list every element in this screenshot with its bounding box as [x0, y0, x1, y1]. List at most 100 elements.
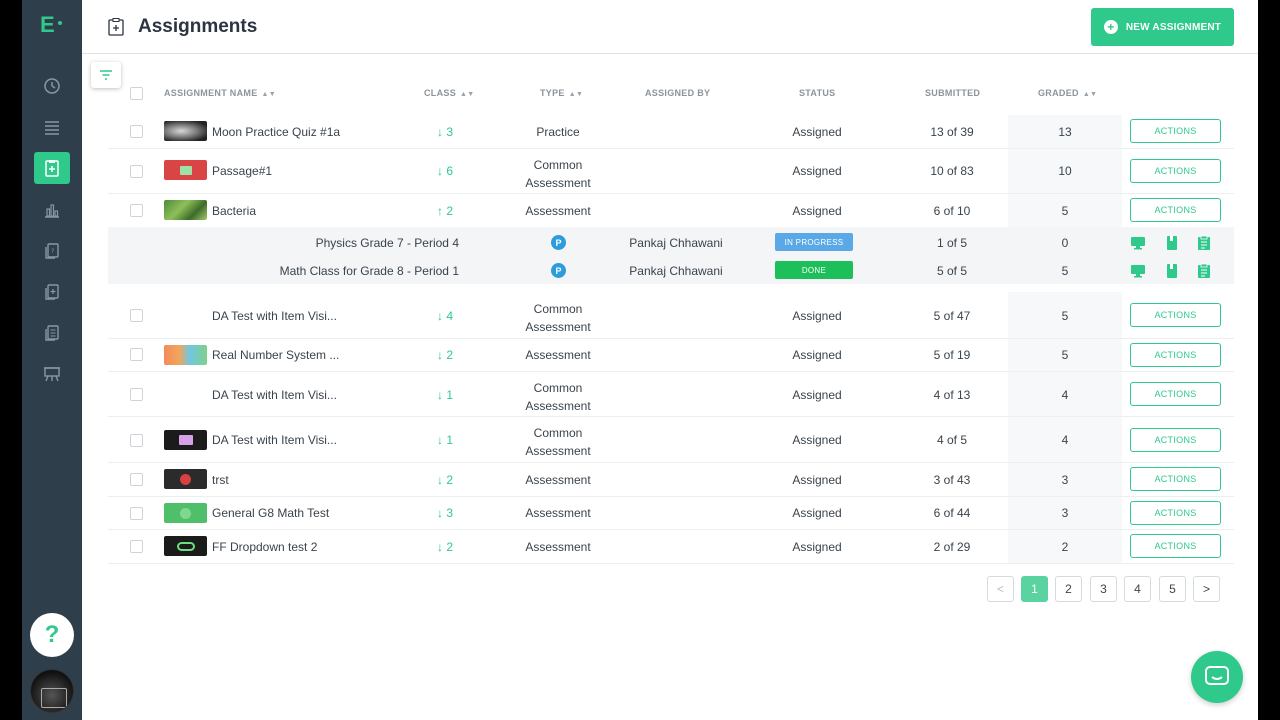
gradebook-icon[interactable] — [1164, 263, 1180, 279]
playlist-icon[interactable] — [34, 317, 70, 349]
new-assignment-button[interactable]: + NEW ASSIGNMENT — [1091, 8, 1234, 46]
next-page-button[interactable]: > — [1193, 576, 1220, 602]
user-avatar[interactable] — [30, 669, 74, 713]
assignment-type: Common Assessment — [525, 381, 591, 413]
assignment-name[interactable]: General G8 Math Test — [212, 506, 330, 520]
assignment-status: Assigned — [792, 348, 842, 362]
actions-button[interactable]: ACTIONS — [1130, 428, 1221, 452]
actions-button[interactable]: ACTIONS — [1130, 159, 1221, 183]
class-count[interactable]: ↓ 3 — [436, 506, 454, 520]
report-icon[interactable] — [1196, 263, 1212, 279]
monitor-icon[interactable] — [1130, 263, 1146, 279]
row-checkbox[interactable] — [130, 204, 143, 217]
submitted-count: 6 of 10 — [933, 204, 971, 218]
class-count[interactable]: ↓ 2 — [436, 540, 454, 554]
graded-count: 2 — [1061, 540, 1069, 554]
row-checkbox[interactable] — [130, 348, 143, 361]
assignment-type: Common Assessment — [525, 158, 591, 190]
assignment-status: Assigned — [792, 125, 842, 139]
class-count[interactable]: ↓ 4 — [436, 309, 454, 323]
filter-button[interactable] — [91, 62, 121, 88]
app-logo[interactable]: E — [40, 12, 62, 38]
page-button[interactable]: 1 — [1021, 576, 1048, 602]
sidebar: E ? ? — [22, 0, 82, 720]
chat-button[interactable] — [1191, 651, 1243, 703]
page-button[interactable]: 2 — [1055, 576, 1082, 602]
assigned-by: Pankaj Chhawani — [629, 236, 723, 250]
actions-button[interactable]: ACTIONS — [1130, 119, 1221, 143]
graded-count: 0 — [1061, 236, 1069, 250]
row-checkbox[interactable] — [130, 473, 143, 486]
plus-icon: + — [1103, 20, 1118, 34]
actions-button[interactable]: ACTIONS — [1130, 501, 1221, 525]
col-assignment-name[interactable]: ASSIGNMENT NAME ▲▼ — [164, 88, 276, 98]
gradebook-icon[interactable] — [1164, 235, 1180, 251]
actions-button[interactable]: ACTIONS — [1130, 198, 1221, 222]
list-icon[interactable] — [34, 111, 70, 143]
assignment-type: Assessment — [525, 506, 591, 520]
class-count[interactable]: ↑ 2 — [436, 204, 454, 218]
col-submitted: SUBMITTED — [925, 88, 981, 98]
class-count[interactable]: ↓ 2 — [436, 348, 454, 362]
assignment-status: Assigned — [792, 506, 842, 520]
graded-count: 3 — [1061, 473, 1069, 487]
book-thumbnail — [164, 430, 207, 450]
class-count[interactable]: ↓ 1 — [436, 433, 454, 447]
classes-icon[interactable] — [34, 358, 70, 390]
assignment-name[interactable]: Passage#1 — [212, 164, 273, 178]
actions-button[interactable]: ACTIONS — [1130, 534, 1221, 558]
row-checkbox[interactable] — [130, 125, 143, 138]
row-checkbox[interactable] — [130, 388, 143, 401]
page-button[interactable]: 5 — [1159, 576, 1186, 602]
assignment-type: Assessment — [525, 204, 591, 218]
dashboard-icon[interactable] — [34, 70, 70, 102]
page-button[interactable]: 4 — [1124, 576, 1151, 602]
prev-page-button[interactable]: < — [987, 576, 1014, 602]
class-count[interactable]: ↓ 3 — [436, 125, 454, 139]
submitted-count: 4 of 13 — [933, 388, 971, 402]
monitor-icon[interactable] — [1130, 235, 1146, 251]
row-checkbox[interactable] — [130, 434, 143, 447]
assignments-icon[interactable] — [34, 152, 70, 184]
actions-button[interactable]: ACTIONS — [1130, 382, 1221, 406]
assignment-name[interactable]: DA Test with Item Visi... — [212, 433, 337, 447]
row-checkbox[interactable] — [130, 507, 143, 520]
page-button[interactable]: 3 — [1090, 576, 1117, 602]
col-graded[interactable]: GRADED ▲▼ — [1038, 88, 1098, 98]
reports-icon[interactable] — [34, 194, 70, 226]
item-bank-icon[interactable]: ? — [34, 235, 70, 267]
assignment-type: Common Assessment — [525, 426, 591, 458]
class-count[interactable]: ↓ 6 — [436, 164, 454, 178]
test-library-icon[interactable] — [34, 276, 70, 308]
help-button[interactable]: ? — [30, 613, 74, 657]
class-count[interactable]: ↓ 1 — [436, 388, 454, 402]
assignment-name[interactable]: DA Test with Item Visi... — [212, 309, 337, 323]
actions-button[interactable]: ACTIONS — [1130, 343, 1221, 367]
row-divider — [108, 148, 1234, 149]
class-name: Physics Grade 7 - Period 4 — [315, 236, 459, 250]
col-class[interactable]: CLASS ▲▼ — [424, 88, 475, 98]
submitted-count: 2 of 29 — [933, 540, 971, 554]
actions-button[interactable]: ACTIONS — [1130, 303, 1221, 327]
actions-button[interactable]: ACTIONS — [1130, 467, 1221, 491]
assignment-name[interactable]: Real Number System ... — [212, 348, 340, 362]
class-count[interactable]: ↓ 2 — [436, 473, 454, 487]
row-checkbox[interactable] — [130, 540, 143, 553]
assignment-name[interactable]: Bacteria — [212, 204, 257, 218]
assignment-name[interactable]: FF Dropdown test 2 — [212, 540, 318, 554]
row-checkbox[interactable] — [130, 165, 143, 178]
submitted-count: 5 of 47 — [933, 309, 971, 323]
select-all-checkbox[interactable] — [130, 87, 143, 100]
assignment-name[interactable]: trst — [212, 473, 229, 487]
row-divider — [108, 193, 1234, 194]
graded-count: 3 — [1061, 506, 1069, 520]
graded-highlight — [1008, 292, 1122, 564]
assigned-by: Pankaj Chhawani — [629, 264, 723, 278]
report-icon[interactable] — [1196, 235, 1212, 251]
submitted-count: 4 of 5 — [936, 433, 968, 447]
assignment-name[interactable]: Moon Practice Quiz #1a — [212, 125, 341, 139]
graded-count: 4 — [1061, 388, 1069, 402]
row-checkbox[interactable] — [130, 309, 143, 322]
col-type[interactable]: TYPE ▲▼ — [540, 88, 584, 98]
assignment-name[interactable]: DA Test with Item Visi... — [212, 388, 337, 402]
